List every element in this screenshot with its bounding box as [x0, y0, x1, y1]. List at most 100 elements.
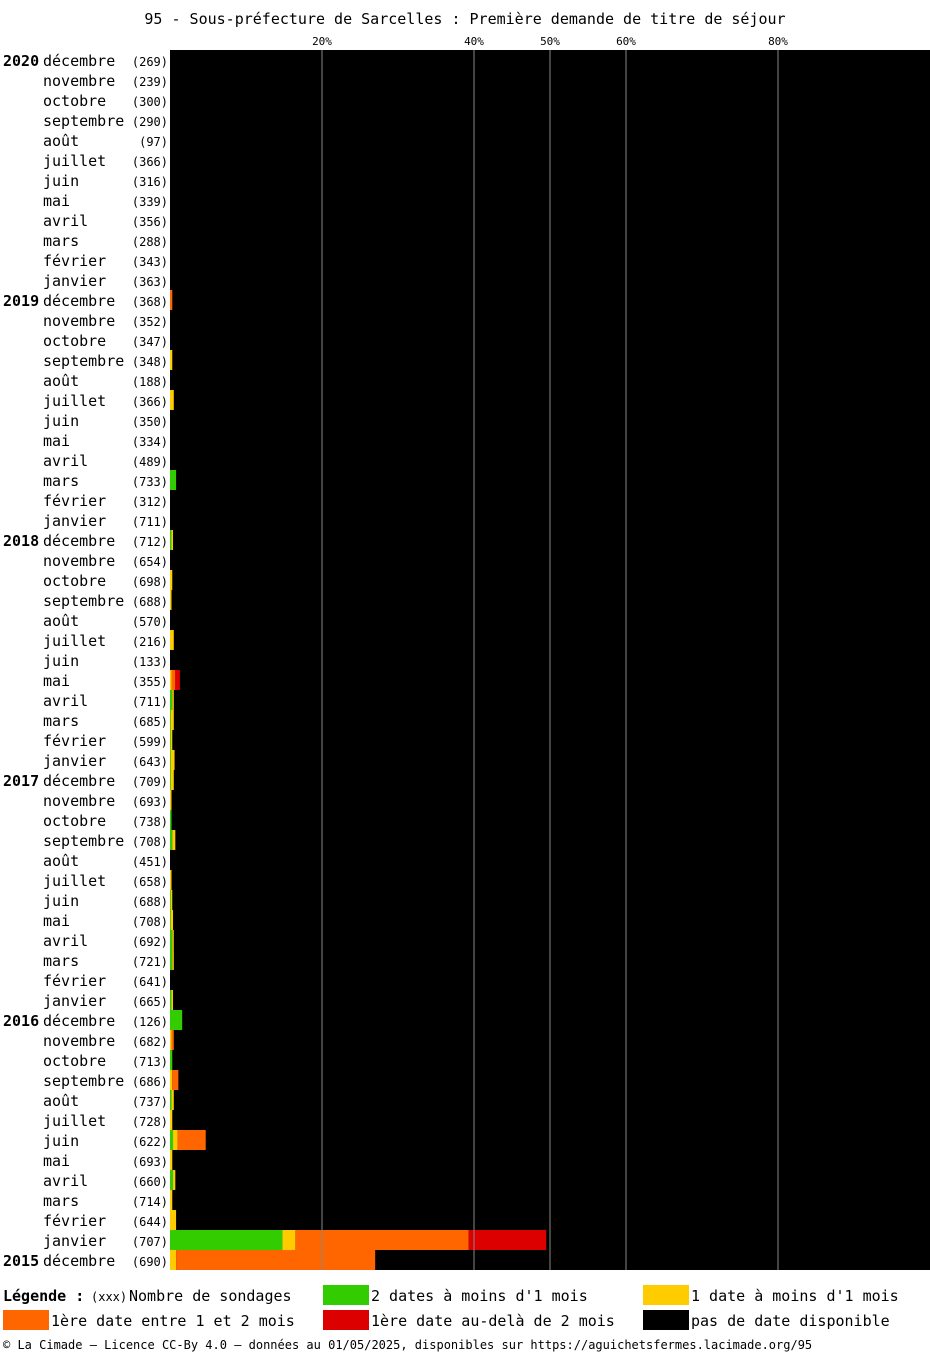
month-label: avril [43, 452, 88, 470]
bar-one-date [170, 1190, 173, 1210]
bar-one-date [170, 910, 174, 930]
survey-count: (693) [132, 795, 168, 809]
survey-count: (343) [132, 255, 168, 269]
survey-count: (682) [132, 1035, 168, 1049]
month-label: février [43, 252, 106, 270]
bar-one-date [170, 890, 173, 910]
survey-count: (239) [132, 75, 168, 89]
month-label: juillet [43, 392, 106, 410]
month-label: février [43, 1212, 106, 1230]
month-label: décembre [43, 772, 115, 790]
survey-count: (451) [132, 855, 168, 869]
survey-count: (711) [132, 695, 168, 709]
survey-count: (290) [132, 115, 168, 129]
survey-count: (692) [132, 935, 168, 949]
bar-two-dates [170, 470, 177, 490]
survey-count: (599) [132, 735, 168, 749]
legend-swatch-one-date [643, 1285, 689, 1305]
survey-count: (366) [132, 395, 168, 409]
month-label: mars [43, 712, 79, 730]
month-label: novembre [43, 72, 115, 90]
survey-count: (738) [132, 815, 168, 829]
survey-count: (643) [132, 755, 168, 769]
gridlines [321, 50, 779, 1270]
month-label: juillet [43, 1112, 106, 1130]
month-label: juin [43, 1132, 79, 1150]
month-label: juin [43, 172, 79, 190]
x-tick-label: 80% [768, 35, 788, 48]
survey-count: (363) [132, 275, 168, 289]
survey-count: (300) [132, 95, 168, 109]
survey-count: (733) [132, 475, 168, 489]
month-label: mai [43, 672, 70, 690]
survey-count: (339) [132, 195, 168, 209]
survey-count: (688) [132, 595, 168, 609]
month-label: février [43, 972, 106, 990]
legend-title: Légende : [3, 1287, 85, 1305]
month-label: juin [43, 412, 79, 430]
month-label: novembre [43, 792, 115, 810]
survey-count: (188) [132, 375, 168, 389]
month-label: octobre [43, 572, 106, 590]
survey-count: (312) [132, 495, 168, 509]
bar-one-to-two-months [176, 1250, 376, 1270]
bar-one-date [172, 950, 174, 970]
bar-one-date [170, 1070, 173, 1090]
survey-count: (368) [132, 295, 168, 309]
survey-count: (366) [132, 155, 168, 169]
bar-one-date [170, 1250, 177, 1270]
survey-count: (97) [139, 135, 168, 149]
survey-count: (685) [132, 715, 168, 729]
year-label: 2019 [3, 292, 39, 310]
bar-one-date [172, 930, 174, 950]
footer-credits: © La Cimade — Licence CC-By 4.0 — donnée… [3, 1338, 813, 1352]
legend-label-no-date: pas de date disponible [691, 1312, 890, 1330]
bar-one-to-two-months [295, 1230, 469, 1250]
month-label: août [43, 852, 79, 870]
bar-one-date [170, 710, 174, 730]
month-label: avril [43, 692, 88, 710]
year-label: 2018 [3, 532, 39, 550]
survey-count: (708) [132, 915, 168, 929]
bar-two-dates [170, 530, 172, 550]
survey-count: (622) [132, 1135, 168, 1149]
month-label: mars [43, 232, 79, 250]
month-label: janvier [43, 272, 106, 290]
month-label: janvier [43, 992, 106, 1010]
bar-one-date [170, 1110, 173, 1130]
survey-count: (728) [132, 1115, 168, 1129]
bar-one-date [171, 1090, 174, 1110]
survey-count: (686) [132, 1075, 168, 1089]
month-label: août [43, 1092, 79, 1110]
survey-count: (713) [132, 1055, 168, 1069]
bar-two-dates [170, 730, 172, 750]
month-label: mai [43, 1152, 70, 1170]
survey-count: (216) [132, 635, 168, 649]
bar-one-date [171, 530, 174, 550]
survey-count: (721) [132, 955, 168, 969]
bar-one-date [170, 390, 174, 410]
bar-one-date [170, 870, 172, 890]
bar-one-date [172, 690, 174, 710]
row-labels: 2020 décembre (269)novembre (239)octobre (30… [3, 52, 168, 1270]
month-label: octobre [43, 332, 106, 350]
bar-two-dates [170, 930, 173, 950]
bar-two-dates [170, 710, 172, 730]
survey-count: (693) [132, 1155, 168, 1169]
bar-one-date [170, 790, 172, 810]
survey-count: (665) [132, 995, 168, 1009]
legend-count-hint: (xxx) [91, 1290, 128, 1304]
bar-one-date [170, 570, 173, 590]
survey-count: (489) [132, 455, 168, 469]
month-label: septembre [43, 1072, 124, 1090]
month-label: juin [43, 652, 79, 670]
bar-two-dates [170, 770, 172, 790]
month-label: novembre [43, 312, 115, 330]
month-label: mars [43, 472, 79, 490]
month-label: mars [43, 1192, 79, 1210]
month-label: mai [43, 912, 70, 930]
chart-title: 95 - Sous-préfecture de Sarcelles : Prem… [144, 10, 785, 28]
month-label: septembre [43, 832, 124, 850]
survey-count: (658) [132, 875, 168, 889]
bar-two-dates [170, 1130, 174, 1150]
